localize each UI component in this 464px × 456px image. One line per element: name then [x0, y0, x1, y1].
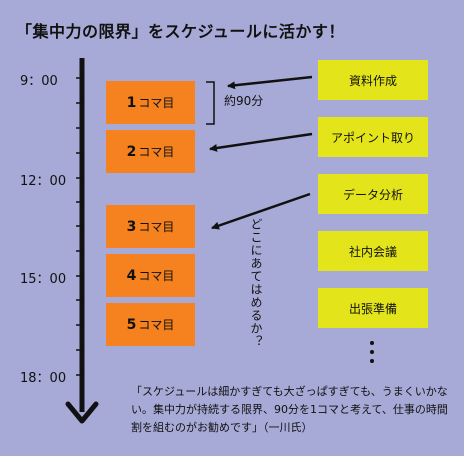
slot-4: 4 コマ目 — [106, 254, 195, 297]
timeline-ticks — [76, 77, 82, 376]
slot-number: 4 — [126, 267, 137, 284]
time-label-1800: 18：00 — [20, 371, 67, 386]
slot-number: 5 — [126, 316, 137, 333]
slot-label: コマ目 — [138, 96, 175, 110]
slot-3: 3 コマ目 — [106, 205, 195, 248]
slot-label: コマ目 — [138, 318, 175, 332]
slot-number: 1 — [126, 94, 137, 111]
slot-label: コマ目 — [138, 145, 175, 159]
task-internal-meeting: 社内会議 — [318, 231, 428, 271]
slot-number: 3 — [126, 218, 137, 235]
slot-5: 5 コマ目 — [106, 303, 195, 346]
task-appointments: アポイント取り — [318, 117, 428, 157]
timeline-arrowhead — [65, 401, 99, 424]
arrow-task3-to-slot3 — [211, 192, 311, 230]
placement-question: どこにあてはめるか？ — [249, 218, 263, 348]
arrow-task2-to-slot2 — [209, 132, 313, 152]
slot-label: コマ目 — [138, 269, 175, 283]
time-label-1200: 12：00 — [20, 174, 67, 189]
slot-number: 2 — [126, 143, 137, 160]
arrow-task1-to-slot1 — [227, 75, 313, 90]
slot-2: 2 コマ目 — [106, 130, 195, 173]
task-data-analysis: データ分析 — [318, 174, 428, 214]
time-label-0900: 9：00 — [20, 74, 58, 89]
slot-duration-bracket — [206, 81, 215, 125]
slot-label: コマ目 — [138, 220, 175, 234]
slot-1: 1 コマ目 — [106, 81, 195, 124]
more-tasks-ellipsis-icon: ⋮ — [370, 341, 374, 363]
page-title: 「集中力の限界」をスケジュールに活かす！ — [16, 22, 345, 41]
task-trip-preparation: 出張準備 — [318, 288, 428, 328]
time-label-1500: 15：00 — [20, 272, 67, 287]
slot-duration-label: 約90分 — [224, 94, 264, 108]
task-document-creation: 資料作成 — [318, 60, 428, 100]
expert-quote: 「スケジュールは細かすぎても大ざっぱすぎても、うまくいかない。集中力が持続する限… — [131, 385, 448, 434]
